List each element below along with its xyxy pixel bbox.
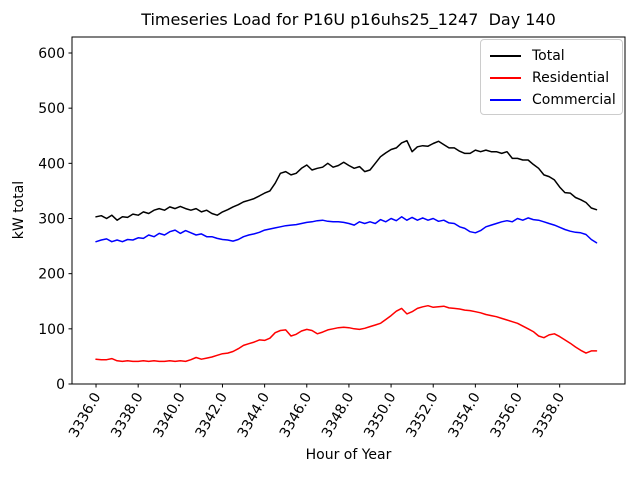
residential-line-swatch [490, 77, 521, 79]
x-tick-label: 3346.0 [277, 390, 315, 440]
x-tick-label: 3354.0 [445, 390, 483, 440]
x-tick-label: 3352.0 [403, 390, 441, 440]
legend-row-residential: Residential [490, 67, 622, 89]
legend-row-commercial: Commercial [490, 89, 622, 111]
y-tick-label: 200 [38, 267, 65, 283]
y-tick-label: 600 [38, 46, 65, 62]
x-tick-label: 3336.0 [66, 390, 104, 440]
commercial-series-line [95, 216, 598, 244]
x-tick-label: 3338.0 [108, 390, 146, 440]
x-axis-label: Hour of Year [305, 447, 392, 463]
x-tick-label: 3350.0 [361, 390, 399, 440]
chart-title: Timeseries Load for P16U p16uhs25_1247 D… [141, 10, 556, 29]
commercial-line-swatch [490, 99, 521, 101]
y-tick-label: 0 [56, 377, 65, 393]
y-tick-label: 300 [38, 211, 65, 227]
legend-row-total: Total [490, 45, 622, 67]
residential-series-line [95, 304, 598, 363]
total-series-line [95, 139, 598, 221]
total-line-swatch [490, 55, 521, 57]
x-tick-label: 3356.0 [488, 390, 526, 440]
legend: Total Residential Commercial [480, 39, 623, 115]
x-tick-label: 3358.0 [530, 390, 568, 440]
y-tick-label: 500 [38, 101, 65, 117]
y-tick-label: 400 [38, 156, 65, 172]
y-tick-label: 100 [38, 322, 65, 338]
x-tick-label: 3348.0 [319, 390, 357, 440]
legend-label-total: Total [532, 48, 565, 64]
x-tick-label: 3344.0 [235, 390, 273, 440]
legend-label-commercial: Commercial [532, 92, 616, 108]
x-tick-label: 3342.0 [193, 390, 231, 440]
x-tick-label: 3340.0 [150, 390, 188, 440]
legend-label-residential: Residential [532, 70, 610, 86]
